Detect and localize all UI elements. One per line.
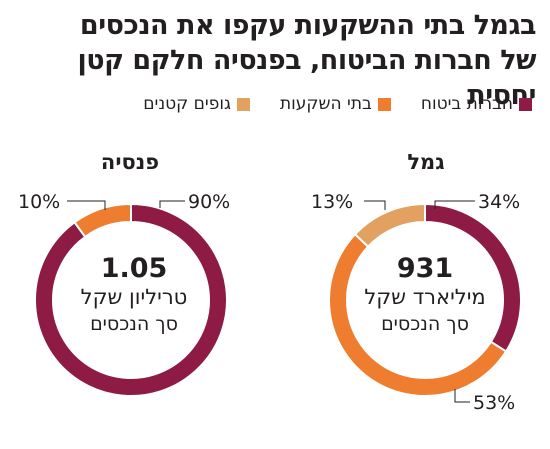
center-unit-gemel: מיליארד שקל xyxy=(364,285,486,309)
headline-line-1: בגמל בתי ההשקעות עקפו את הנכסים xyxy=(79,10,537,41)
center-label-gemel: 931 מיליארד שקל סך הנכסים xyxy=(350,254,500,338)
pct-label-gemel-insurance: 34% xyxy=(478,191,521,213)
headline-line-2: של חברות הביטוח, בפנסיה חלקם קטן יחסית xyxy=(77,45,536,111)
legend: חברות ביטוח בתי השקעות גופים קטנים xyxy=(143,94,532,114)
legend-swatch-small-bodies xyxy=(236,97,250,111)
center-label-pension: 1.05 טריליון שקל סך הנכסים xyxy=(59,254,209,338)
donut-slice-1-1 xyxy=(73,202,132,239)
donut-slice-0-2 xyxy=(353,202,426,249)
pct-label-gemel-investment: 53% xyxy=(473,392,516,414)
leader-pension-90 xyxy=(159,200,185,208)
center-sub-gemel: סך הנכסים xyxy=(381,313,469,335)
leader-pension-10 xyxy=(67,200,106,210)
legend-swatch-insurance xyxy=(519,97,532,111)
legend-label-investment-houses: בתי השקעות xyxy=(279,94,372,114)
chart-title-pension: פנסיה xyxy=(100,150,160,174)
center-value-pension: 1.05 xyxy=(100,253,168,284)
leader-gemel-13 xyxy=(364,200,386,210)
chart-title-gemel: גמל xyxy=(407,150,445,174)
legend-item-investment-houses: בתי השקעות xyxy=(280,94,391,114)
donut-pension xyxy=(34,202,228,397)
center-sub-pension: סך הנכסים xyxy=(90,313,178,335)
leader-gemel-53 xyxy=(454,389,470,403)
leader-gemel-34 xyxy=(434,200,475,209)
pct-label-pension-insurance: 90% xyxy=(188,191,231,213)
pct-label-pension-investment: 10% xyxy=(18,191,61,213)
legend-item-small-bodies: גופים קטנים xyxy=(143,94,250,114)
legend-label-insurance: חברות ביטוח xyxy=(420,94,513,114)
leader-lines xyxy=(67,200,475,403)
legend-item-insurance: חברות ביטוח xyxy=(421,94,532,114)
chart-headline: בגמל בתי ההשקעות עקפו את הנכסים של חברות… xyxy=(10,8,536,113)
legend-label-small-bodies: גופים קטנים xyxy=(143,94,231,114)
donut-gemel xyxy=(328,202,522,397)
pct-label-gemel-small: 13% xyxy=(311,191,354,213)
donut-slice-1-0 xyxy=(34,202,228,397)
legend-swatch-investment-houses xyxy=(377,97,391,111)
center-value-gemel: 931 xyxy=(396,253,454,284)
center-unit-pension: טריליון שקל xyxy=(80,285,188,309)
